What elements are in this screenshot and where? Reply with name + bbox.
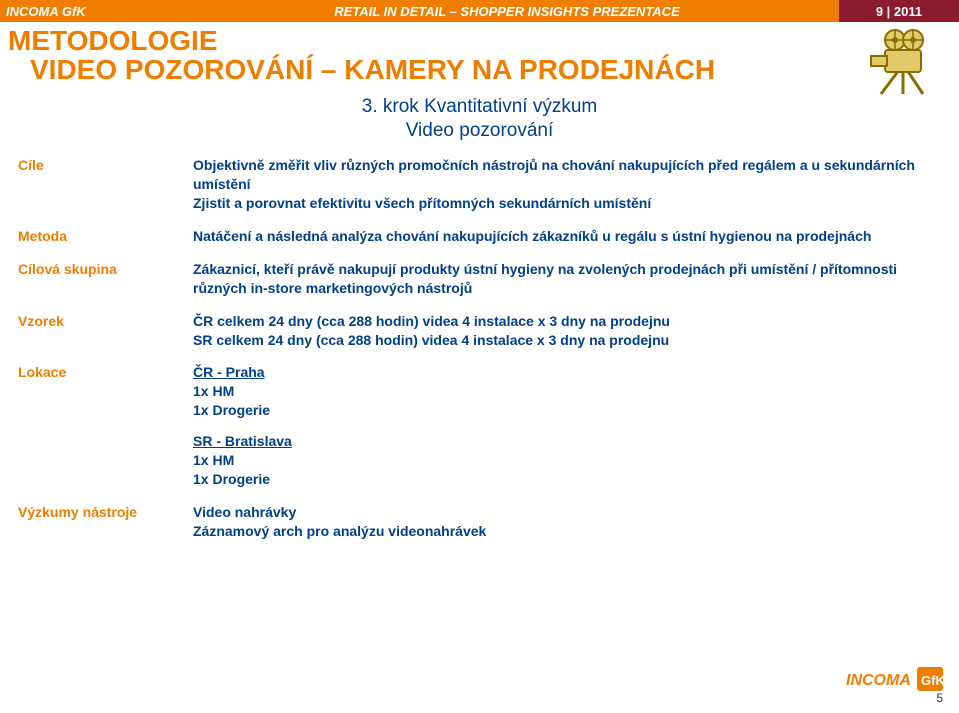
header-bar: INCOMA GfK RETAIL IN DETAIL – SHOPPER IN…	[0, 0, 959, 22]
header-title: RETAIL IN DETAIL – SHOPPER INSIGHTS PREZ…	[175, 0, 839, 22]
lokace-sr-l2: 1x Drogerie	[193, 470, 941, 489]
value-vyzkumy-nastroje: Video nahrávky Záznamový arch pro analýz…	[193, 503, 941, 541]
label-metoda: Metoda	[18, 227, 193, 246]
value-cile: Objektivně změřit vliv různých promočníc…	[193, 156, 941, 213]
step-title-line1: 3. krok Kvantitativní výzkum	[0, 95, 959, 119]
video-camera-icon	[861, 26, 941, 96]
label-vyzkumy-nastroje: Výzkumy nástroje	[18, 503, 193, 541]
lokace-sr-l1: 1x HM	[193, 451, 941, 470]
value-vzorek: ČR celkem 24 dny (cca 288 hodin) videa 4…	[193, 312, 941, 350]
lokace-cr-l2: 1x Drogerie	[193, 401, 941, 420]
row-cilova-skupina: Cílová skupina Zákaznicí, kteří právě na…	[18, 260, 941, 298]
page-number: 5	[936, 691, 943, 705]
row-vzorek: Vzorek ČR celkem 24 dny (cca 288 hodin) …	[18, 312, 941, 350]
row-metoda: Metoda Natáčení a následná analýza chová…	[18, 227, 941, 246]
label-cilova-skupina: Cílová skupina	[18, 260, 193, 298]
slide-title-line2: VIDEO POZOROVÁNÍ – KAMERY NA PRODEJNÁCH	[8, 55, 959, 84]
label-vzorek: Vzorek	[18, 312, 193, 350]
incoma-logo: INCOMA GfK	[843, 665, 943, 693]
lokace-sr-head: SR - Bratislava	[193, 432, 941, 451]
label-lokace: Lokace	[18, 363, 193, 488]
lokace-cr-l1: 1x HM	[193, 382, 941, 401]
vyzkumy-l2: Záznamový arch pro analýzu videonahrávek	[193, 522, 941, 541]
label-cile: Cíle	[18, 156, 193, 213]
value-metoda: Natáčení a následná analýza chování naku…	[193, 227, 941, 246]
incoma-logo-text: INCOMA	[846, 672, 911, 689]
header-date: 9 | 2011	[839, 0, 959, 22]
slide-title-line1: METODOLOGIE	[8, 26, 959, 55]
step-title-line2: Video pozorování	[0, 119, 959, 143]
slide-title-block: METODOLOGIE VIDEO POZOROVÁNÍ – KAMERY NA…	[0, 22, 959, 85]
step-title: 3. krok Kvantitativní výzkum Video pozor…	[0, 95, 959, 143]
row-cile: Cíle Objektivně změřit vliv různých prom…	[18, 156, 941, 213]
vyzkumy-l1: Video nahrávky	[193, 503, 941, 522]
row-vyzkumy-nastroje: Výzkumy nástroje Video nahrávky Záznamov…	[18, 503, 941, 541]
header-brand: INCOMA GfK	[0, 0, 175, 22]
lokace-cr-head: ČR - Praha	[193, 363, 941, 382]
gfk-logo-text: GfK	[921, 673, 943, 688]
footer-logos: INCOMA GfK	[843, 665, 943, 693]
value-lokace: ČR - Praha 1x HM 1x Drogerie SR - Bratis…	[193, 363, 941, 488]
content-table: Cíle Objektivně změřit vliv různých prom…	[0, 156, 959, 540]
value-cilova-skupina: Zákaznicí, kteří právě nakupují produkty…	[193, 260, 941, 298]
row-lokace: Lokace ČR - Praha 1x HM 1x Drogerie SR -…	[18, 363, 941, 488]
